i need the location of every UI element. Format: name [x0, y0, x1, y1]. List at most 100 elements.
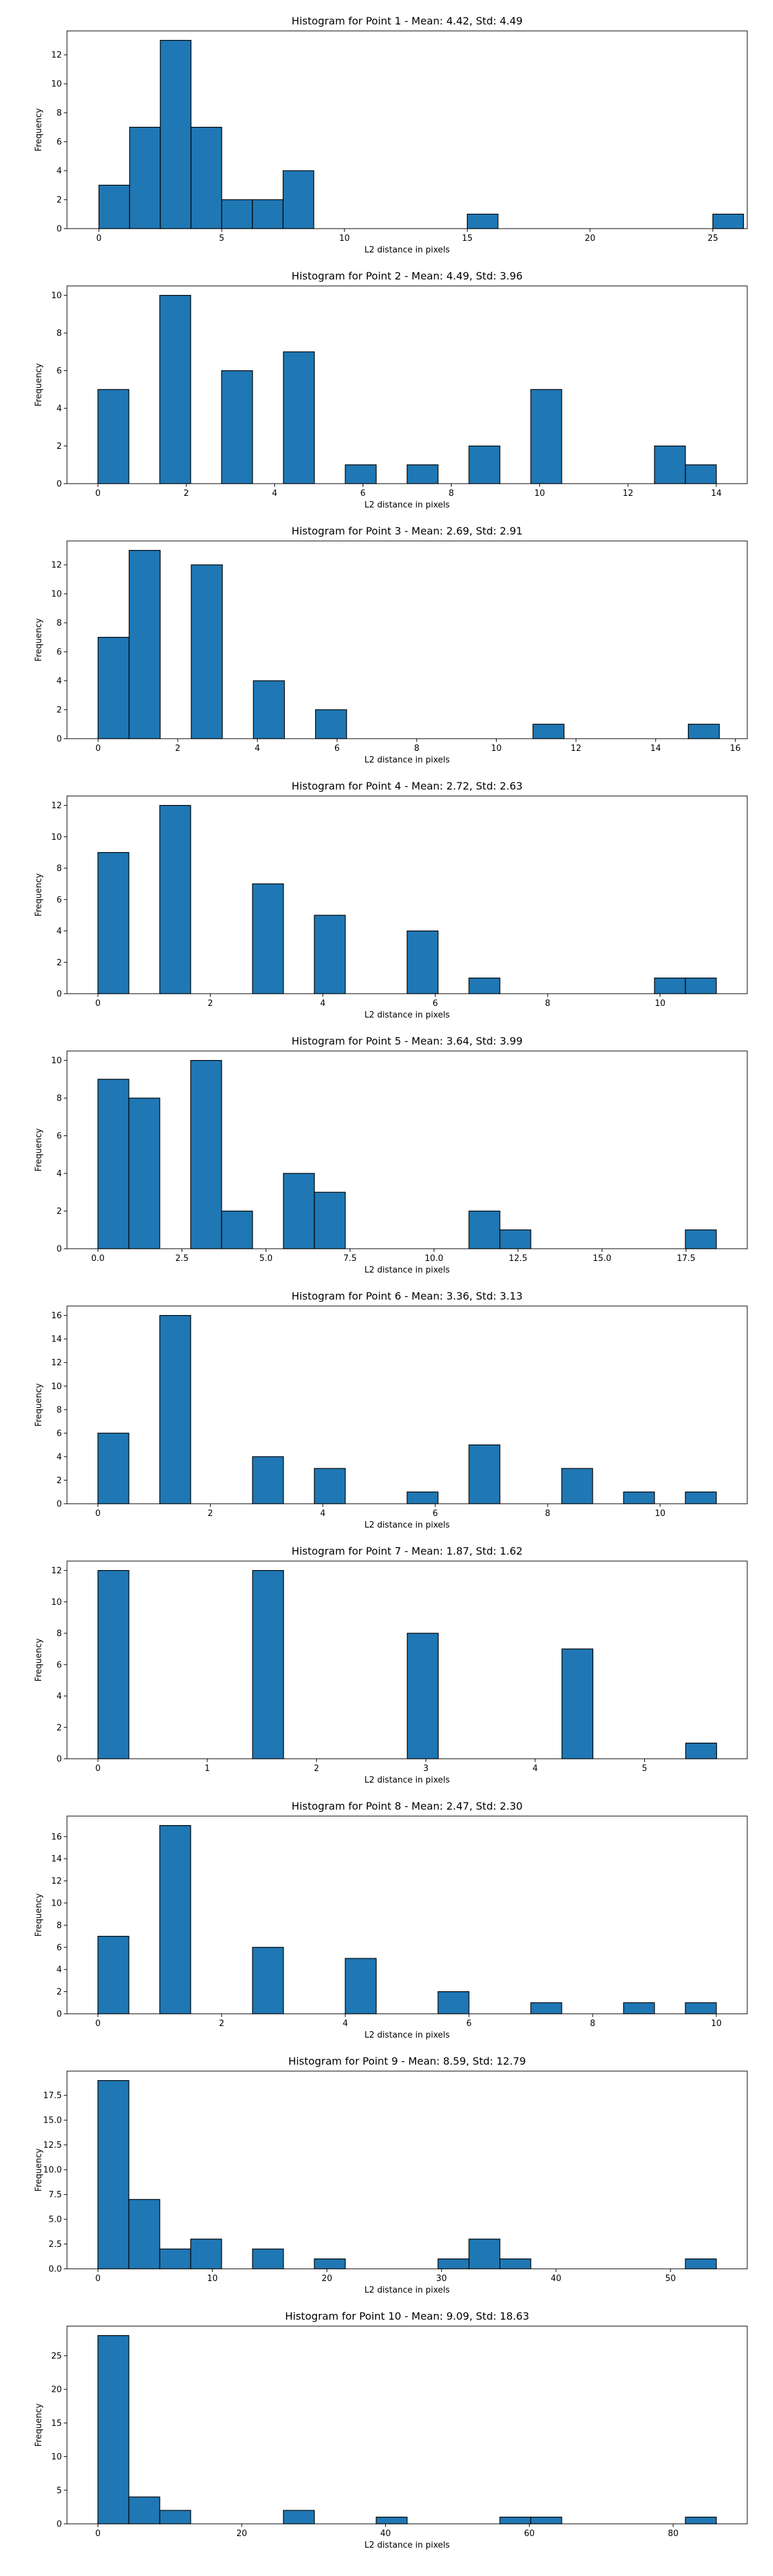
histogram-bar — [97, 1079, 129, 1249]
x-tick-label: 12 — [571, 744, 582, 753]
histogram-bar — [283, 1173, 315, 1249]
histogram-bar — [345, 464, 377, 484]
x-tick-label: 8 — [414, 744, 419, 753]
x-tick-label: 10 — [534, 489, 545, 498]
histogram-bar — [97, 636, 130, 739]
x-tick-label: 8 — [590, 2019, 595, 2029]
x-tick-label: 12.5 — [509, 1254, 528, 1264]
y-tick-label: 8 — [57, 329, 62, 339]
axes-frame — [66, 30, 748, 229]
y-tick-label: 10 — [51, 2452, 62, 2462]
histogram-svg: Histogram for Point 10 - Mean: 9.09, Std… — [34, 2310, 748, 2550]
histogram-bar — [128, 2496, 160, 2524]
y-tick-label: 2 — [57, 1987, 62, 1997]
x-tick-label: 16 — [730, 744, 741, 753]
x-tick-label: 30 — [436, 2274, 447, 2284]
x-tick-label: 20 — [321, 2274, 332, 2284]
histogram-bar — [654, 978, 686, 994]
x-axis-label: L2 distance in pixels — [365, 1010, 450, 1020]
histogram-bar — [532, 723, 565, 739]
x-axis-label: L2 distance in pixels — [365, 1265, 450, 1275]
histogram-panel-3: Histogram for Point 3 - Mean: 2.69, Std:… — [0, 510, 773, 765]
histogram-panel-7: Histogram for Point 7 - Mean: 1.87, Std:… — [0, 1530, 773, 1785]
x-tick-label: 4 — [533, 1764, 538, 1774]
histogram-bar — [468, 445, 501, 484]
x-axis-label: L2 distance in pixels — [365, 2286, 450, 2295]
histogram-bar — [159, 2248, 191, 2269]
histogram-bar — [314, 1468, 346, 1504]
y-tick-label: 12 — [51, 561, 62, 571]
y-tick-label: 8 — [57, 864, 62, 874]
bars-group — [97, 295, 717, 484]
histogram-bar — [253, 680, 285, 739]
y-tick-label: 5 — [57, 2486, 62, 2496]
y-axis-label: Frequency — [34, 108, 44, 151]
y-tick-label: 8 — [57, 1629, 62, 1639]
y-tick-label: 12 — [51, 801, 62, 811]
histogram-bar — [654, 445, 686, 484]
x-tick-label: 40 — [380, 2529, 391, 2539]
y-axis-label: Frequency — [34, 1128, 44, 1171]
histogram-bar — [468, 1444, 501, 1504]
x-tick-label: 0 — [95, 1509, 100, 1519]
axes-frame — [66, 285, 748, 484]
histogram-bar — [283, 351, 315, 484]
histogram-bar — [376, 2516, 408, 2524]
y-tick-label: 10 — [51, 1056, 62, 1066]
histogram-bar — [530, 2002, 562, 2014]
x-tick-label: 0 — [96, 234, 101, 243]
histogram-bar — [190, 1060, 222, 1249]
y-tick-label: 15.0 — [43, 2116, 62, 2126]
x-tick-label: 1 — [205, 1764, 210, 1774]
x-tick-label: 2 — [184, 489, 189, 498]
bars-group — [97, 1060, 717, 1249]
histogram-bar — [685, 2002, 717, 2014]
y-tick-label: 6 — [57, 138, 62, 147]
bars-group — [97, 1570, 718, 1759]
y-tick-label: 10 — [51, 80, 62, 90]
axes-frame — [66, 1305, 748, 1504]
x-tick-label: 10 — [654, 1509, 665, 1519]
histogram-bar — [685, 978, 717, 994]
x-tick-label: 5 — [219, 234, 224, 243]
x-tick-label: 10.0 — [425, 1254, 443, 1264]
x-tick-label: 4 — [254, 744, 260, 753]
histogram-bar — [221, 1210, 253, 1249]
y-tick-label: 4 — [57, 1452, 62, 1462]
y-tick-label: 4 — [57, 1965, 62, 1975]
y-tick-label: 12 — [51, 1566, 62, 1576]
histogram-bar — [252, 883, 284, 994]
y-axis-label: Frequency — [34, 2148, 44, 2192]
x-tick-label: 20 — [236, 2529, 247, 2539]
chart-title: Histogram for Point 3 - Mean: 2.69, Std:… — [292, 525, 523, 537]
histogram-bar — [128, 2199, 160, 2269]
y-tick-label: 2 — [57, 196, 62, 205]
y-tick-label: 2 — [57, 442, 62, 451]
x-tick-label: 5 — [642, 1764, 647, 1774]
x-tick-label: 6 — [334, 744, 339, 753]
histogram-bar — [468, 978, 501, 994]
axes-frame — [66, 1050, 748, 1249]
histogram-bar — [687, 723, 720, 739]
histogram-bar — [499, 2259, 531, 2269]
histogram-bar — [252, 1456, 284, 1504]
histogram-bar — [406, 464, 439, 484]
y-tick-label: 4 — [57, 927, 62, 936]
x-tick-label: 2 — [207, 1509, 213, 1519]
histogram-bar — [712, 213, 744, 229]
y-tick-label: 0 — [57, 2520, 62, 2530]
y-axis-label: Frequency — [34, 873, 44, 916]
bars-group — [97, 2080, 717, 2269]
histogram-svg: Histogram for Point 7 - Mean: 1.87, Std:… — [34, 1545, 748, 1785]
chart-title: Histogram for Point 10 - Mean: 9.09, Std… — [285, 2310, 529, 2322]
y-tick-label: 0 — [57, 735, 62, 744]
x-tick-label: 0 — [95, 2274, 100, 2284]
chart-title: Histogram for Point 7 - Mean: 1.87, Std:… — [292, 1545, 523, 1557]
x-tick-label: 4 — [320, 999, 325, 1009]
x-tick-label: 2 — [219, 2019, 224, 2029]
x-tick-label: 15 — [462, 234, 473, 243]
x-tick-label: 6 — [466, 2019, 472, 2029]
bars-group — [97, 1825, 717, 2014]
histogram-svg: Histogram for Point 8 - Mean: 2.47, Std:… — [34, 1800, 748, 2040]
